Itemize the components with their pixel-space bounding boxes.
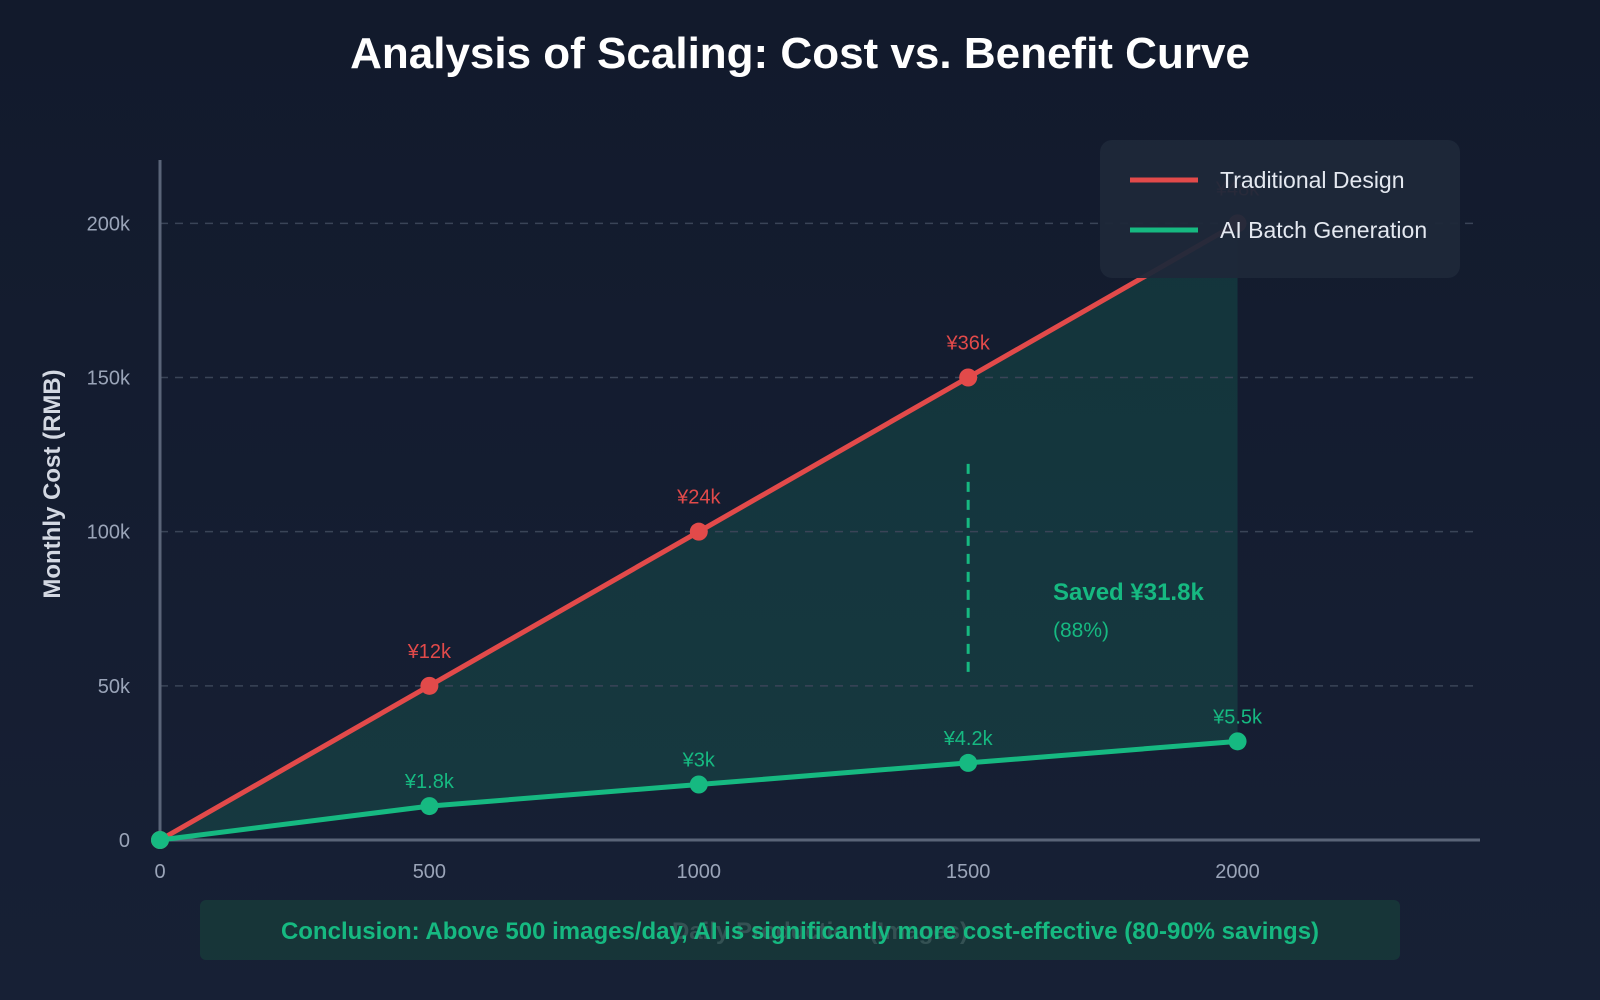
data-point xyxy=(959,753,978,772)
chart-title: Analysis of Scaling: Cost vs. Benefit Cu… xyxy=(350,29,1250,78)
data-label: ¥5.5k xyxy=(1212,706,1263,728)
legend-item-label: Traditional Design xyxy=(1220,167,1405,193)
y-tick-label: 100k xyxy=(87,522,131,544)
legend-item-label: AI Batch Generation xyxy=(1220,217,1427,243)
data-label: ¥3k xyxy=(682,750,716,772)
data-label: ¥12k xyxy=(407,641,452,663)
data-point xyxy=(420,676,439,695)
data-label: ¥24k xyxy=(676,487,721,509)
data-point xyxy=(689,775,708,794)
conclusion-banner xyxy=(200,900,1400,960)
x-tick-label: 500 xyxy=(413,861,446,883)
data-label: ¥1.8k xyxy=(404,771,455,793)
x-tick-label: 1000 xyxy=(677,861,722,883)
data-point xyxy=(151,831,169,849)
conclusion-text: Conclusion: Above 500 images/day, AI is … xyxy=(281,918,1319,945)
data-point xyxy=(420,797,439,816)
savings-percent: (88%) xyxy=(1053,619,1109,642)
legend-box xyxy=(1100,140,1460,278)
data-point xyxy=(1228,732,1247,751)
x-tick-label: 2000 xyxy=(1215,861,1260,883)
y-axis-title: Monthly Cost (RMB) xyxy=(39,369,66,598)
x-tick-label: 0 xyxy=(154,861,165,883)
savings-annotation: Saved ¥31.8k xyxy=(1053,579,1204,606)
data-point xyxy=(689,522,708,541)
data-label: ¥36k xyxy=(945,333,990,355)
y-tick-label: 200k xyxy=(87,213,131,235)
y-tick-label: 150k xyxy=(87,368,131,390)
y-tick-label: 50k xyxy=(98,676,131,698)
y-tick-label: 0 xyxy=(119,830,130,852)
x-tick-label: 1500 xyxy=(946,861,991,883)
data-label: ¥4.2k xyxy=(943,728,994,750)
data-point xyxy=(959,368,978,387)
